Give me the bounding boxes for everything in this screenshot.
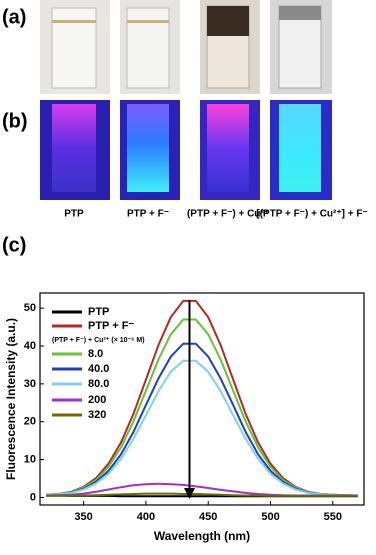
legend-title: (PTP + F⁻) + Cu²⁺ (× 10⁻⁶ M) bbox=[52, 337, 145, 344]
x-tick-label: 450 bbox=[199, 511, 217, 523]
legend-label: 80.0 bbox=[88, 378, 109, 390]
y-tick-label: 40 bbox=[24, 340, 36, 352]
cuvette bbox=[207, 104, 249, 192]
legend-label: 320 bbox=[88, 409, 106, 421]
series-line bbox=[46, 359, 358, 497]
series-line bbox=[46, 318, 358, 497]
legend-label: 8.0 bbox=[88, 348, 103, 360]
x-tick-label: 500 bbox=[261, 511, 279, 523]
photo-row-b bbox=[40, 100, 332, 200]
y-axis-label: Fluorescence Intensity (a.u.) bbox=[4, 318, 18, 480]
sample-label: PTP + F⁻ bbox=[127, 209, 169, 220]
plot-frame bbox=[39, 292, 365, 506]
sample-label: PTP bbox=[64, 209, 84, 220]
cuvette bbox=[52, 104, 96, 192]
legend-label: 40.0 bbox=[88, 363, 109, 375]
x-tick-label: 400 bbox=[137, 511, 155, 523]
x-axis-label: Wavelength (nm) bbox=[154, 529, 250, 543]
y-tick-label: 30 bbox=[24, 378, 36, 390]
legend-label: PTP bbox=[88, 306, 109, 318]
cuvette bbox=[127, 104, 169, 192]
x-tick-label: 550 bbox=[324, 511, 342, 523]
panel-label: (a) bbox=[2, 6, 26, 28]
cuvette bbox=[127, 20, 169, 23]
y-tick-label: 0 bbox=[30, 491, 36, 503]
y-tick-label: 20 bbox=[24, 416, 36, 428]
legend-label: 200 bbox=[88, 394, 106, 406]
cuvette bbox=[52, 20, 96, 23]
panel-label: (b) bbox=[2, 110, 28, 132]
sample-label: (PTP + F⁻) + Cu²⁺ bbox=[187, 209, 269, 220]
panel-label: (c) bbox=[2, 234, 26, 256]
series-line bbox=[46, 492, 358, 497]
cuvette bbox=[279, 6, 321, 20]
arrow-head bbox=[184, 488, 195, 499]
cuvette bbox=[207, 6, 249, 36]
plot: 0 10 20 30 40 50 350 400 450 500 550 PTP PTP + F⁻ 8.0… bbox=[24, 299, 358, 523]
y-tick-label: 10 bbox=[24, 453, 36, 465]
y-tick-label: 50 bbox=[24, 302, 36, 314]
legend-label: PTP + F⁻ bbox=[88, 320, 134, 332]
photo-row-a bbox=[40, 0, 332, 94]
cuvette bbox=[279, 104, 321, 192]
x-tick-label: 350 bbox=[74, 511, 92, 523]
sample-label: [(PTP + F⁻) + Cu²⁺] + F⁻ bbox=[256, 209, 368, 220]
